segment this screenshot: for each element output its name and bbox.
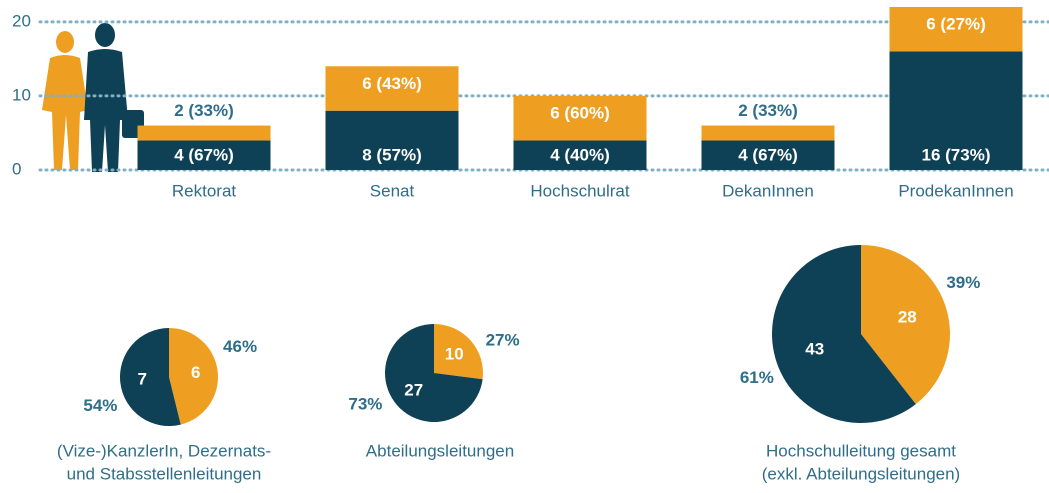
pie-title: (exkl. Abteilungsleitungen) <box>762 464 960 483</box>
pie-title: Abteilungsleitungen <box>366 441 514 460</box>
value-label: 6 (43%) <box>362 74 422 93</box>
share-label: 54% <box>83 396 117 415</box>
value-label: 2 (33%) <box>738 101 798 120</box>
share-label: 73% <box>348 394 382 413</box>
people-icon <box>42 23 144 172</box>
slice-value-label: 27 <box>404 380 423 399</box>
share-label: 39% <box>946 273 980 292</box>
y-tick-label: 10 <box>12 85 31 104</box>
bar-segment <box>138 126 271 141</box>
value-label: 4 (40%) <box>550 145 610 164</box>
value-label: 6 (27%) <box>926 14 986 33</box>
value-label: 8 (57%) <box>362 145 422 164</box>
slice-value-label: 28 <box>898 308 917 327</box>
page: 0 10 20 Rektorat 4 (67%) 2 (33%) Senat 8 (57%) 6… <box>0 0 1049 493</box>
share-label: 27% <box>486 331 520 350</box>
pie-title: Hochschulleitung gesamt <box>766 441 956 460</box>
share-label: 61% <box>740 368 774 387</box>
slice-value-label: 6 <box>191 363 200 382</box>
bar-segment <box>702 126 835 141</box>
x-tick-label: DekanInnen <box>722 181 814 200</box>
y-tick-label: 20 <box>12 11 31 30</box>
value-label: 16 (73%) <box>922 145 991 164</box>
value-label: 2 (33%) <box>174 101 234 120</box>
slice-value-label: 10 <box>445 345 464 364</box>
pie-title: (Vize-)KanzlerIn, Dezernats- <box>57 441 271 460</box>
value-label: 4 (67%) <box>174 145 234 164</box>
pie-title: und Stabsstellenleitungen <box>67 464 262 483</box>
slice-value-label: 43 <box>805 339 824 358</box>
x-tick-label: Hochschulrat <box>530 181 629 200</box>
x-tick-label: ProdekanInnen <box>898 181 1013 200</box>
share-label: 46% <box>223 337 257 356</box>
x-tick-label: Senat <box>370 181 415 200</box>
x-tick-label: Rektorat <box>172 181 237 200</box>
value-label: 4 (67%) <box>738 145 798 164</box>
value-label: 6 (60%) <box>550 103 610 122</box>
slice-value-label: 7 <box>138 370 147 389</box>
chart: 0 10 20 Rektorat 4 (67%) 2 (33%) Senat 8 (57%) 6… <box>0 0 1049 493</box>
y-tick-label: 0 <box>12 159 21 178</box>
